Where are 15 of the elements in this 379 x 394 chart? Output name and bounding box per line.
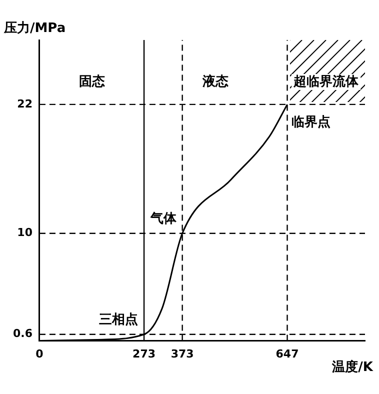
- y-tick-label: 22: [17, 97, 32, 110]
- x-tick-label: 273: [132, 347, 156, 360]
- annotation: 三相点: [99, 312, 138, 328]
- y-tick-label: 0.6: [12, 327, 33, 340]
- annotation: 气体: [149, 212, 178, 227]
- x-axis-title: 温度/K: [331, 358, 374, 375]
- annotation: 固态: [78, 73, 106, 90]
- annotation: 液态: [202, 73, 230, 90]
- y-axis-title: 压力/MPa: [3, 21, 66, 36]
- annotation: 临界点: [291, 114, 330, 130]
- annotation: 超临界流体: [292, 73, 360, 90]
- x-tick-label: 0: [36, 347, 44, 360]
- x-tick-label: 647: [276, 347, 299, 360]
- y-tick-label: 10: [17, 226, 33, 240]
- x-tick-label: 373: [170, 347, 194, 360]
